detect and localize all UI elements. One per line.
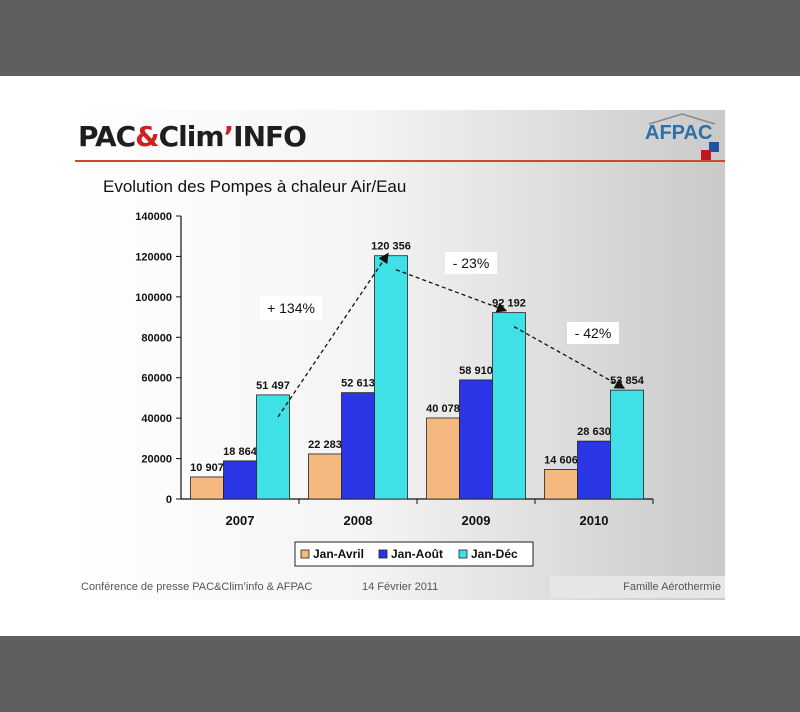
legend-label: Jan-Avril <box>313 547 364 561</box>
footer-category: Famille Aérothermie <box>623 581 721 593</box>
data-label: 51 497 <box>256 380 290 392</box>
bar-jan-ao-t-2008 <box>341 392 375 500</box>
data-label: 58 910 <box>459 365 493 377</box>
legend-swatch <box>378 549 388 559</box>
footer-category-box: Famille Aérothermie <box>550 576 725 598</box>
y-tick-label: 100000 <box>135 292 172 304</box>
afpac-logo-text: AFPAC <box>645 122 713 144</box>
data-label: 120 356 <box>371 241 411 253</box>
y-tick-label: 120000 <box>135 251 172 263</box>
bar-jan-ao-t-2007 <box>223 460 257 500</box>
trend-arrow <box>277 252 389 418</box>
logo-amp: & <box>135 120 159 153</box>
bar-jan-d-c-2008 <box>374 255 408 500</box>
bar-jan-avril-2010 <box>544 469 578 500</box>
bar-jan-avril-2008 <box>308 453 342 500</box>
logo-square-blue <box>709 142 719 152</box>
annotation-label: - 42% <box>575 325 612 341</box>
logo-apostrophe: ’ <box>223 120 235 153</box>
bar-jan-ao-t-2010 <box>577 440 611 500</box>
data-label: 28 630 <box>577 426 611 438</box>
bar-jan-avril-2009 <box>426 417 460 500</box>
footer-conference: Conférence de presse PAC&Clim’info & AFP… <box>81 581 313 593</box>
legend-label: Jan-Août <box>391 547 443 561</box>
y-tick-label: 80000 <box>141 332 172 344</box>
y-tick-label: 0 <box>166 494 172 506</box>
bar-chart: 0 20000 40000 60000 80000 100000 120000 140000 1… <box>135 211 654 567</box>
footer-date: 14 Février 2011 <box>362 581 439 593</box>
bar-jan-d-c-2007 <box>256 394 290 500</box>
data-label: 40 078 <box>426 403 460 415</box>
slide: PAC&Clim’INFO AFPAC Evolution des Pompes… <box>0 76 800 636</box>
y-tick-label: 140000 <box>135 211 172 223</box>
data-label: 14 606 <box>544 454 578 466</box>
legend-swatch <box>300 549 310 559</box>
slide-title: Evolution des Pompes à chaleur Air/Eau <box>103 177 407 196</box>
x-tick-label: 2010 <box>580 513 609 528</box>
logo-clim: Clim <box>158 120 225 153</box>
legend-swatch <box>458 549 468 559</box>
logo-info: INFO <box>233 120 307 153</box>
annotation-label: - 23% <box>453 255 490 271</box>
bar-jan-d-c-2010 <box>610 389 644 500</box>
logo-pac: PAC <box>78 120 136 153</box>
trend-arrow <box>513 326 626 389</box>
data-label: 52 613 <box>341 378 375 390</box>
roof-icon <box>648 113 716 125</box>
y-tick-label: 40000 <box>141 413 172 425</box>
slide-content: PAC&Clim’INFO AFPAC Evolution des Pompes… <box>75 110 725 600</box>
bar-jan-ao-t-2009 <box>459 379 493 500</box>
header-divider <box>75 160 725 162</box>
afpac-logo: AFPAC <box>641 112 721 160</box>
bar-jan-avril-2007 <box>190 476 224 500</box>
annotation-label: + 134% <box>267 300 315 316</box>
x-tick-label: 2009 <box>462 513 491 528</box>
pac-clim-info-logo: PAC&Clim’INFO <box>78 120 307 153</box>
bar-jan-d-c-2009 <box>492 312 526 500</box>
x-tick-label: 2008 <box>344 513 373 528</box>
data-label: 18 864 <box>223 446 258 458</box>
data-label: 22 283 <box>308 439 342 451</box>
trend-arrow <box>395 269 508 313</box>
annotation-box <box>567 322 619 344</box>
legend-label: Jan-Déc <box>471 547 518 561</box>
logo-square-red <box>701 150 711 160</box>
x-tick-label: 2007 <box>226 513 255 528</box>
annotation-box <box>445 252 497 274</box>
legend-box <box>294 541 534 567</box>
data-label: 53 854 <box>610 375 645 387</box>
data-label: 10 907 <box>190 462 224 474</box>
annotation-box <box>260 296 322 320</box>
y-tick-label: 20000 <box>141 454 172 466</box>
y-tick-label: 60000 <box>141 373 172 385</box>
